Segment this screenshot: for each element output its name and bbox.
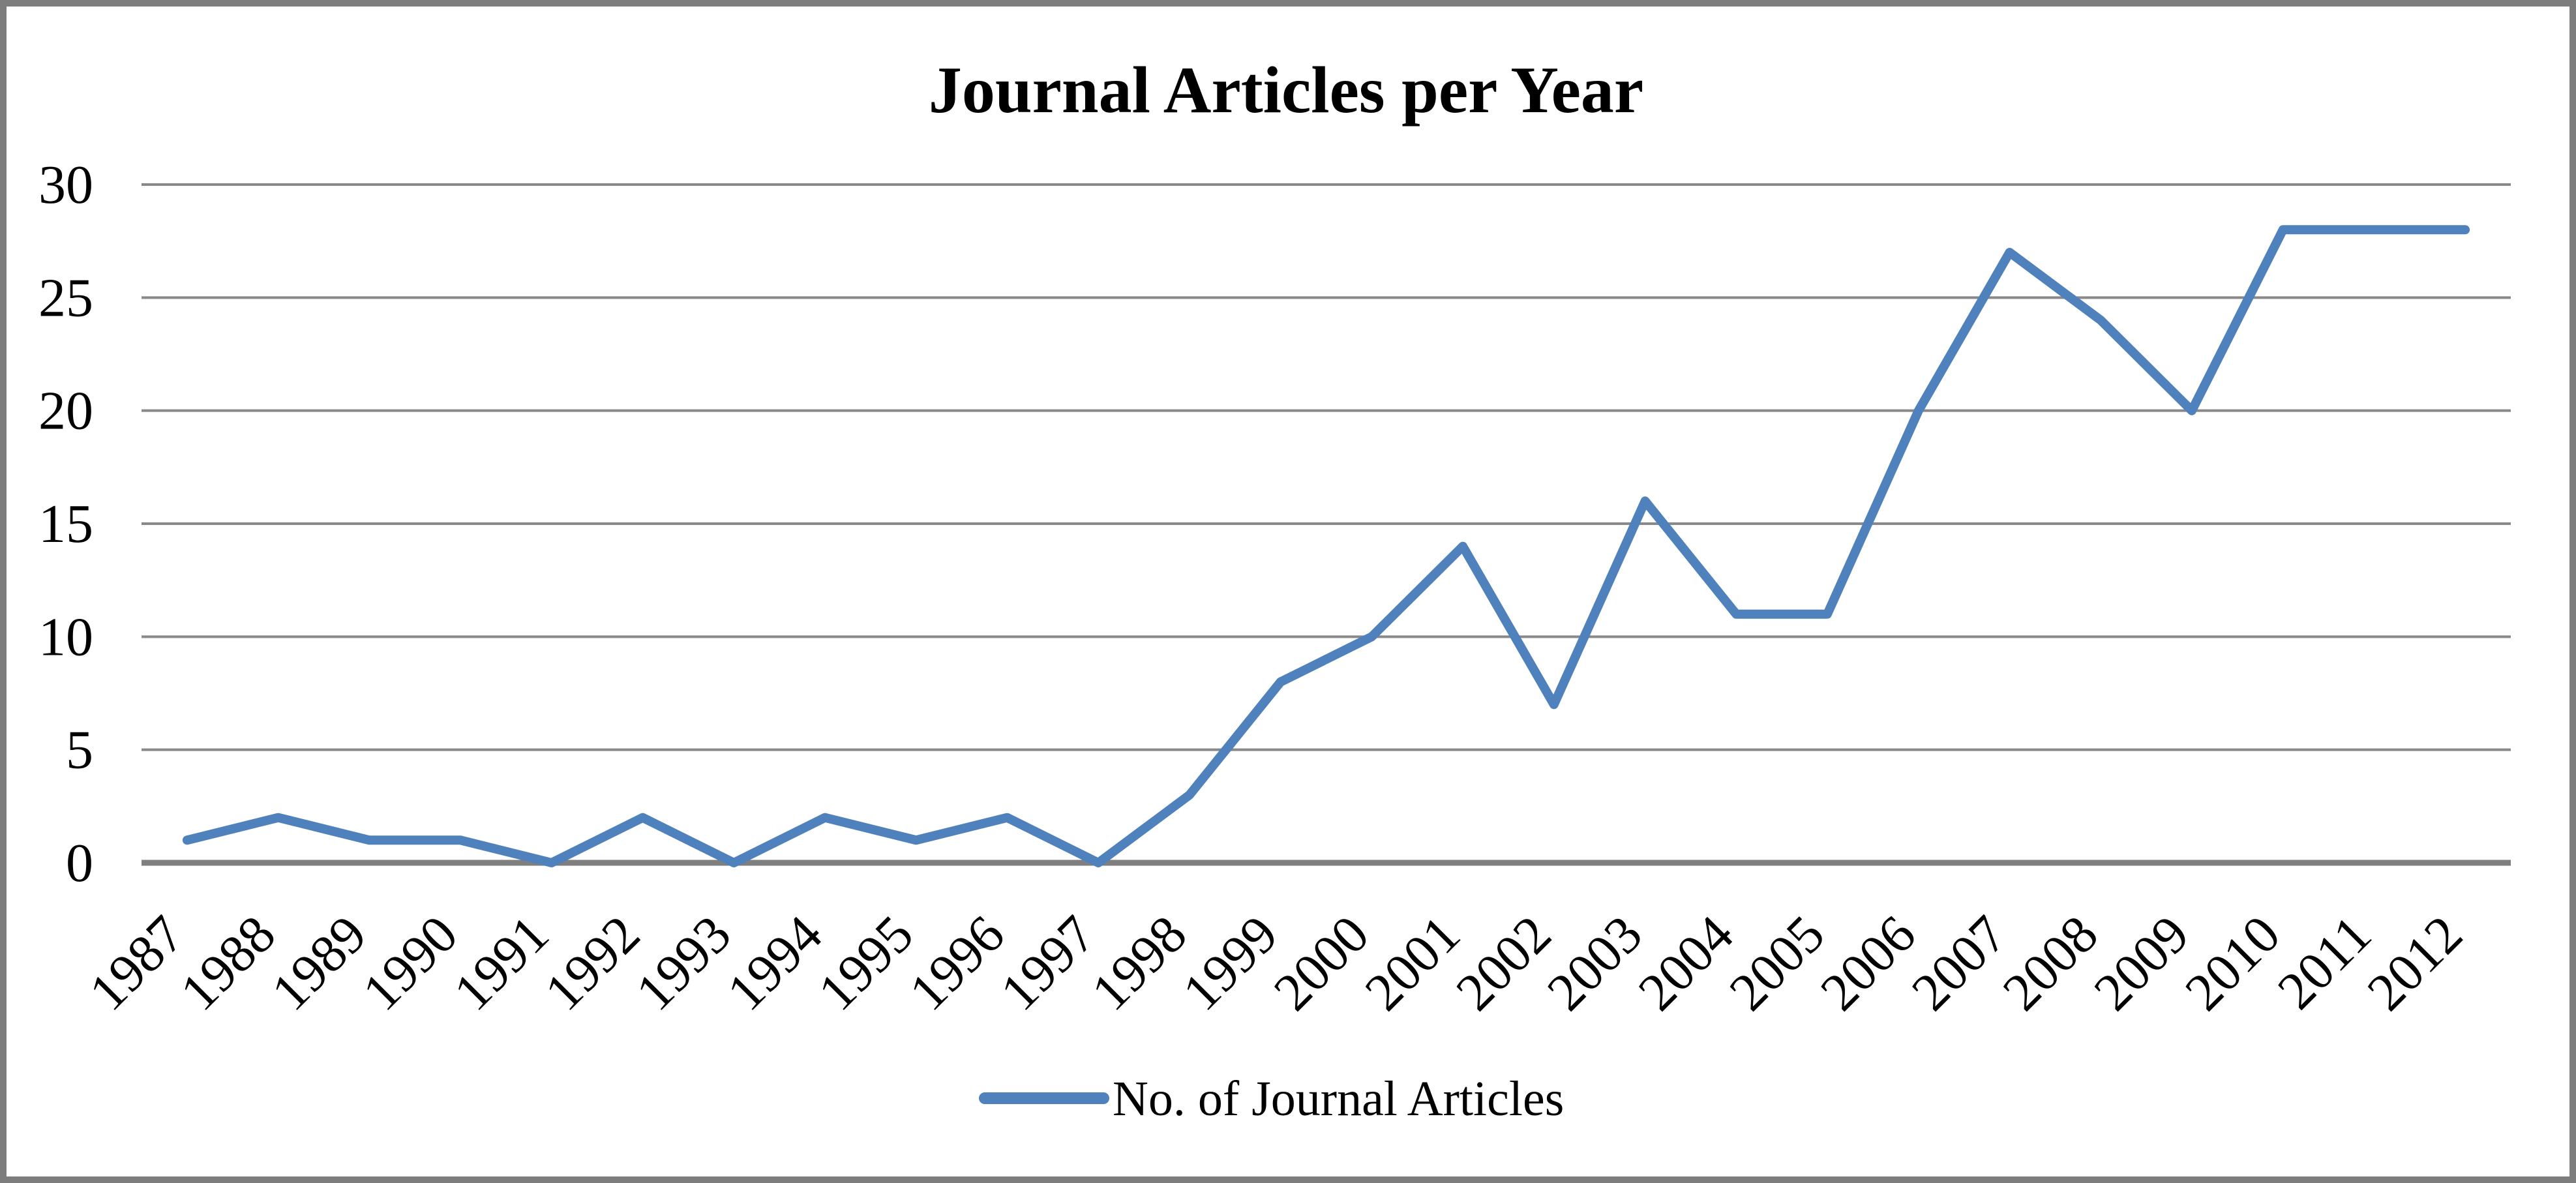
legend-label: No. of Journal Articles xyxy=(1113,1071,1564,1126)
x-tick-label-1993: 1993 xyxy=(625,904,742,1021)
x-tick-label-2011: 2011 xyxy=(2266,904,2382,1020)
chart-title: Journal Articles per Year xyxy=(929,53,1643,127)
x-tick-label-1998: 1998 xyxy=(1080,904,1197,1021)
x-tick-label-2007: 2007 xyxy=(1900,904,2018,1021)
x-tick-label-2009: 2009 xyxy=(2082,904,2200,1021)
x-tick-label-2008: 2008 xyxy=(1992,904,2109,1021)
x-tick-label-1997: 1997 xyxy=(989,904,1107,1021)
x-tick-label-1999: 1999 xyxy=(1171,904,1289,1021)
y-tick-label-0: 0 xyxy=(66,833,93,893)
x-tick-label-1987: 1987 xyxy=(78,904,195,1021)
x-tick-label-1995: 1995 xyxy=(807,904,924,1021)
series-line xyxy=(182,225,2470,867)
y-tick-label-15: 15 xyxy=(38,494,93,554)
x-tick-label-2000: 2000 xyxy=(1263,904,1380,1021)
y-tick-label-25: 25 xyxy=(38,267,93,328)
x-tick-label-2005: 2005 xyxy=(1718,904,1835,1021)
x-tick-label-1991: 1991 xyxy=(442,904,560,1021)
x-tick-label-2003: 2003 xyxy=(1536,904,1653,1021)
x-tick-label-2012: 2012 xyxy=(2356,904,2474,1021)
x-tick-label-2004: 2004 xyxy=(1627,904,1745,1021)
gridlines xyxy=(142,183,2511,866)
x-tick-label-1989: 1989 xyxy=(260,904,378,1021)
y-tick-label-30: 30 xyxy=(38,155,93,215)
y-axis-labels: 0 5 10 15 20 25 30 xyxy=(38,155,93,893)
series-layer xyxy=(182,225,2470,867)
y-tick-label-5: 5 xyxy=(66,720,93,781)
x-axis-labels: 1987198819891990199119921993199419951996… xyxy=(78,904,2474,1021)
x-tick-label-2002: 2002 xyxy=(1445,904,1562,1021)
y-tick-label-10: 10 xyxy=(38,606,93,667)
x-tick-label-2010: 2010 xyxy=(2174,904,2291,1021)
x-tick-label-1988: 1988 xyxy=(169,904,286,1021)
legend: No. of Journal Articles xyxy=(979,1071,1564,1126)
x-tick-label-1990: 1990 xyxy=(351,904,468,1021)
x-tick-label-1992: 1992 xyxy=(533,904,651,1021)
x-tick-label-2006: 2006 xyxy=(1809,904,1926,1021)
x-tick-label-1996: 1996 xyxy=(898,904,1015,1021)
x-tick-label-2001: 2001 xyxy=(1354,904,1471,1021)
y-tick-label-20: 20 xyxy=(38,381,93,442)
x-tick-label-1994: 1994 xyxy=(715,904,833,1021)
